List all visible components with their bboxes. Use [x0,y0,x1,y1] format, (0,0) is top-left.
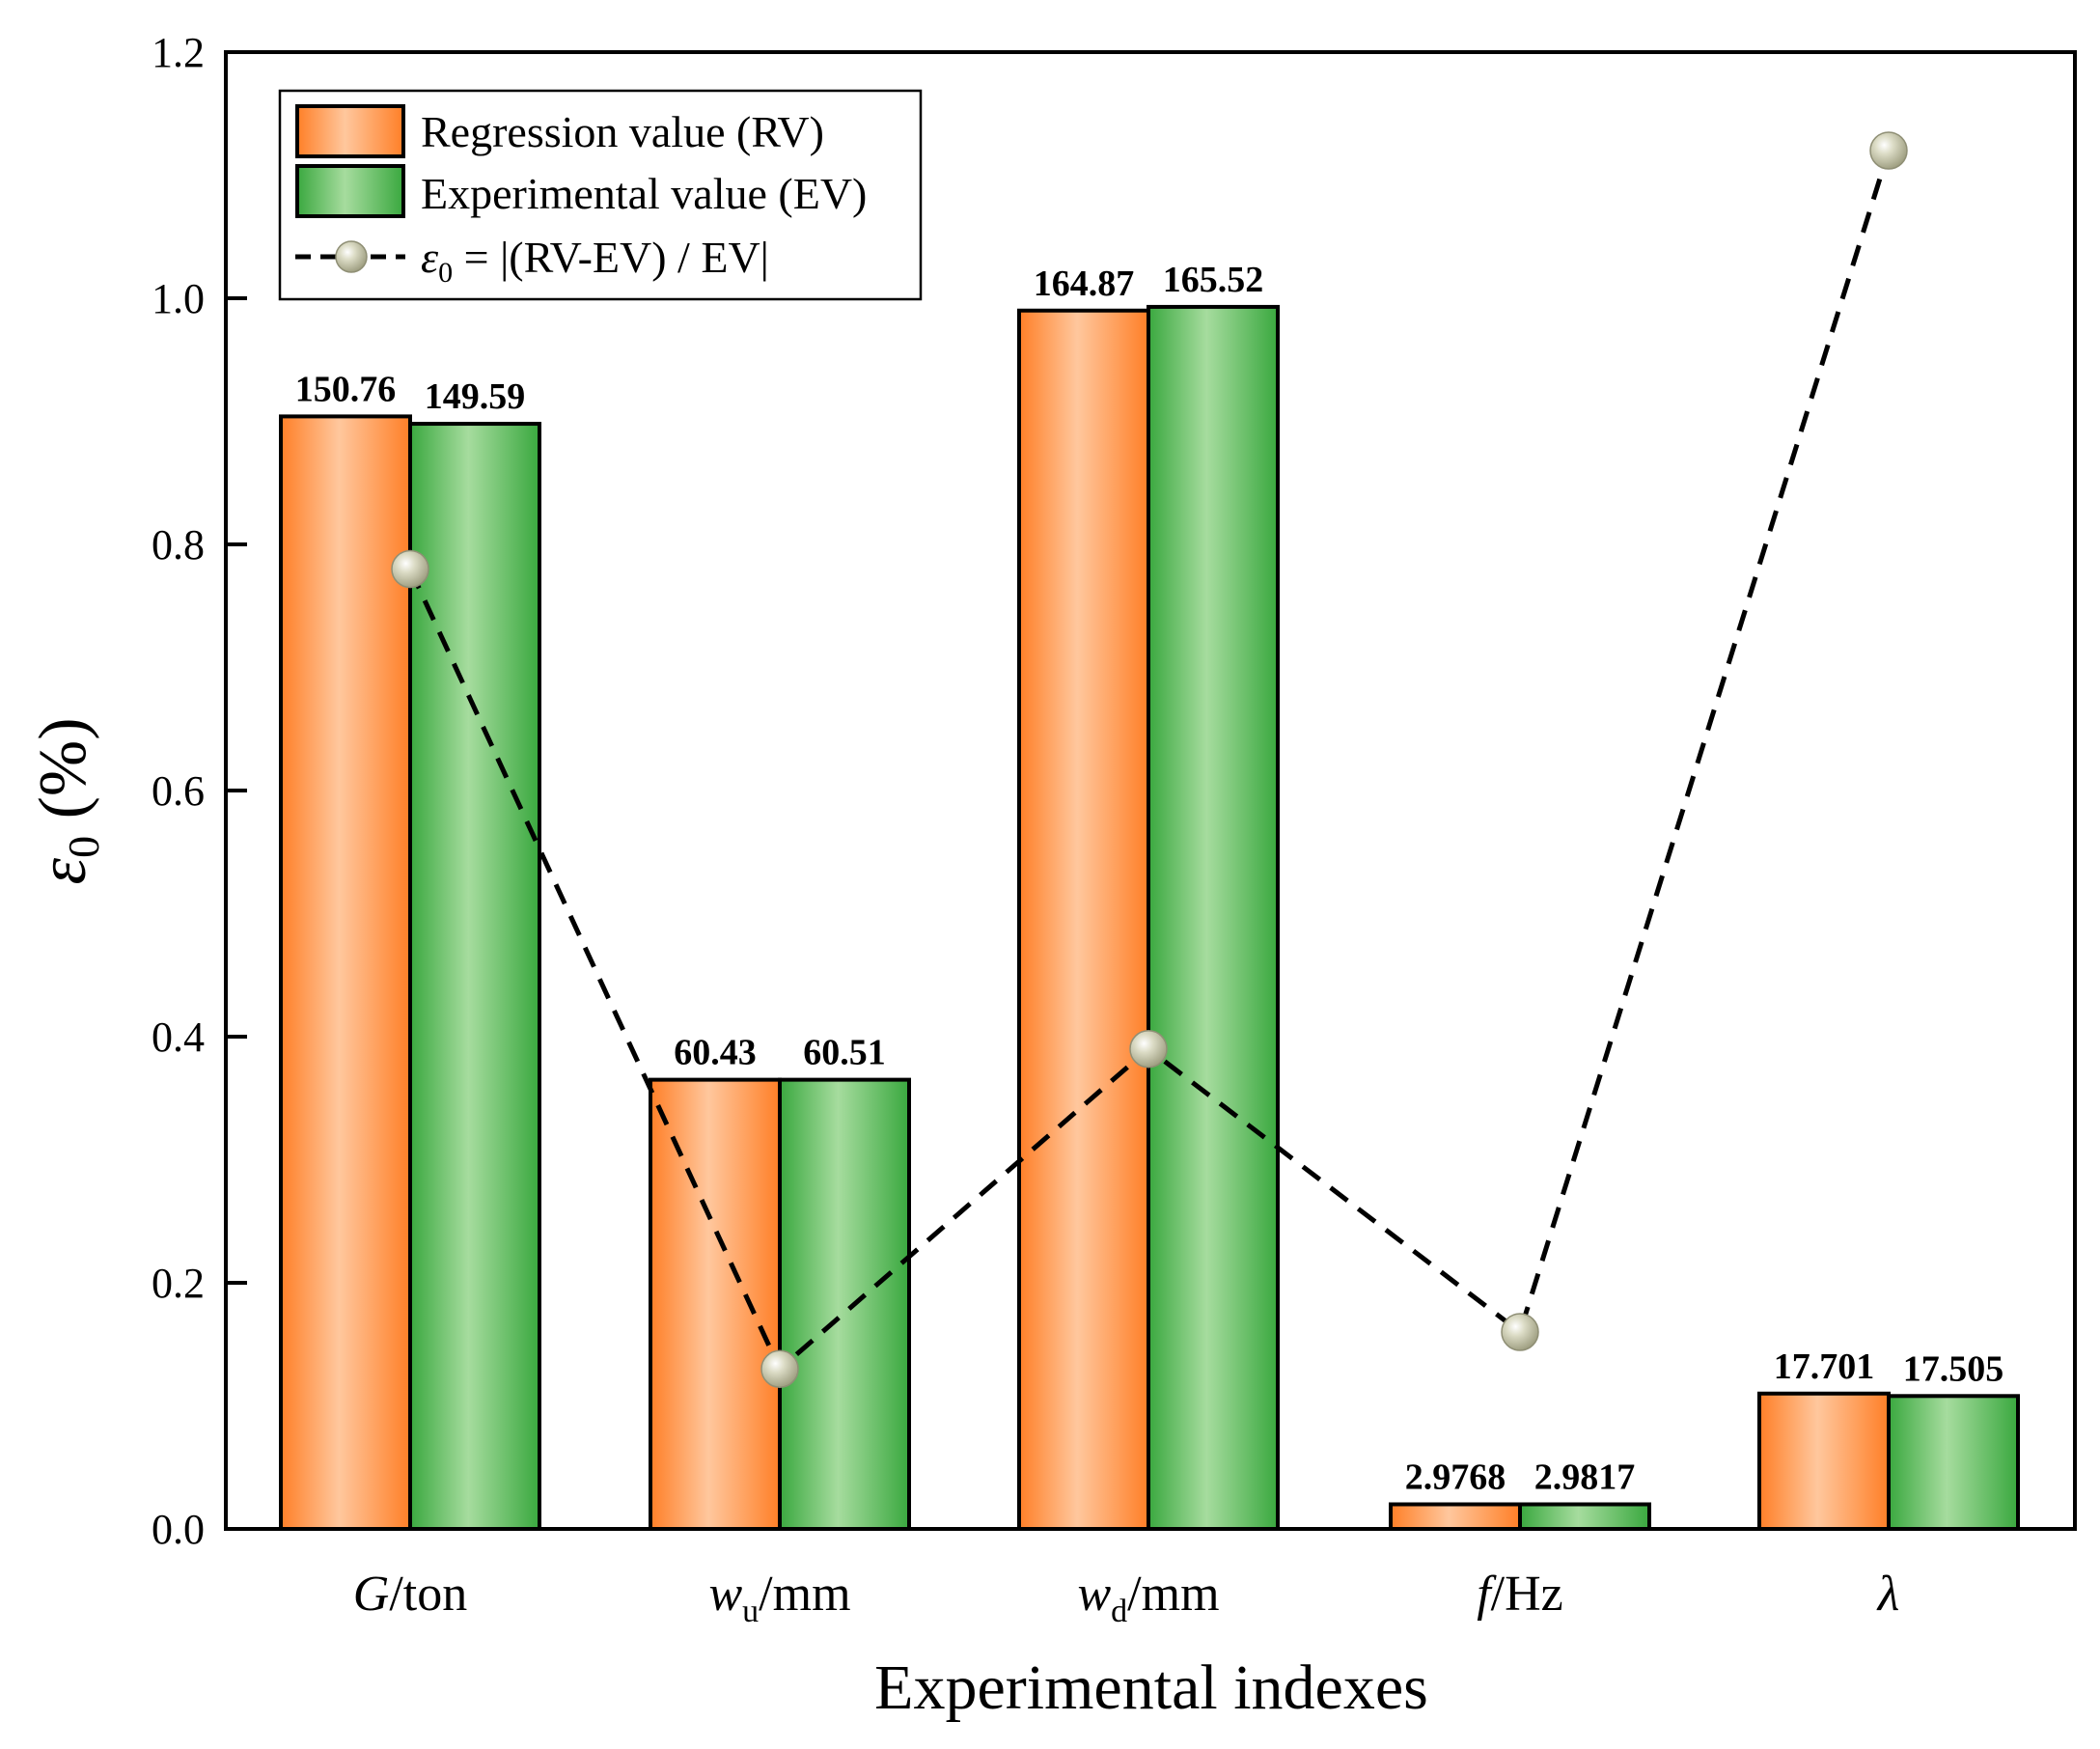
label-experimental-value: 60.51 [803,1033,886,1073]
y-axis: 0.0 0.2 0.4 0.6 0.8 1.0 1.2 [152,29,247,1553]
x-axis-title: Experimental indexes [874,1652,1428,1723]
bar-regression-value [1017,308,1150,1531]
label-experimental-value: 2.9817 [1534,1458,1636,1498]
legend-label-ev: Experimental value (EV) [421,169,867,218]
x-tick-label: f/Hz [1477,1567,1563,1622]
legend: Regression value (RV) Experimental value… [278,89,923,301]
bar-experimental-value [1518,1502,1651,1531]
legend-entry-ev: Experimental value (EV) [295,164,867,218]
x-tick-label: wu/mm [708,1567,850,1629]
bars-layer [279,304,2020,1532]
bar-regression-value [649,1077,782,1531]
y-axis-title-subscript: 0 [59,836,108,858]
legend-label-error: ε0 = |(RV-EV) / EV| [421,233,769,289]
error-point [391,549,429,589]
y-tick-label: 0.0 [152,1506,205,1553]
y-tick-label: 0.2 [152,1260,205,1307]
legend-entry-error: ε0 = |(RV-EV) / EV| [295,233,769,289]
y-tick-label: 1.0 [152,275,205,322]
y-tick-label: 0.6 [152,767,205,815]
error-point [1869,131,1908,170]
y-tick-label: 1.2 [152,29,205,76]
x-tick-label: wd/mm [1077,1567,1219,1629]
bar-regression-value [1389,1502,1522,1531]
label-experimental-value: 165.52 [1163,260,1264,300]
bar-regression-value [279,414,412,1531]
legend-swatch-ev [295,164,405,218]
label-experimental-value: 17.505 [1903,1348,2004,1389]
bar-experimental-value [778,1077,911,1531]
legend-label-rv: Regression value (RV) [421,107,824,156]
bar-regression-value [1757,1391,1891,1531]
label-regression-value: 150.76 [295,369,397,409]
bar-experimental-value [1887,1394,2020,1532]
label-regression-value: 17.701 [1774,1346,1875,1387]
error-point [760,1349,799,1388]
bar-experimental-value [1147,304,1280,1531]
label-experimental-value: 149.59 [425,376,526,417]
svg-text:ε0 (%): ε0 (%) [26,717,108,884]
y-axis-title-unit: (%) [26,717,100,835]
x-tick-label: G/ton [353,1567,467,1622]
y-tick-label: 0.4 [152,1013,205,1061]
error-line-layer [391,131,1908,1388]
x-tick-label: λ [1876,1567,1900,1622]
y-axis-title-symbol: ε [26,858,100,885]
bar-labels-layer: 150.76 60.43 164.87 2.9768 17.701 149.59 60.51… [295,260,2004,1498]
error-point [1129,1030,1168,1069]
x-axis: G/ton wu/mm wd/mm f/Hz λ [353,1508,1900,1629]
label-regression-value: 164.87 [1034,264,1135,304]
legend-entry-rv: Regression value (RV) [295,104,824,158]
legend-marker-error [335,240,368,273]
bar-experimental-value [408,422,541,1531]
y-axis-title: ε0 (%) [26,717,108,884]
label-regression-value: 2.9768 [1405,1458,1506,1498]
label-regression-value: 60.43 [674,1033,757,1073]
error-point [1501,1313,1539,1351]
y-tick-label: 0.8 [152,521,205,569]
legend-swatch-rv [295,104,405,158]
